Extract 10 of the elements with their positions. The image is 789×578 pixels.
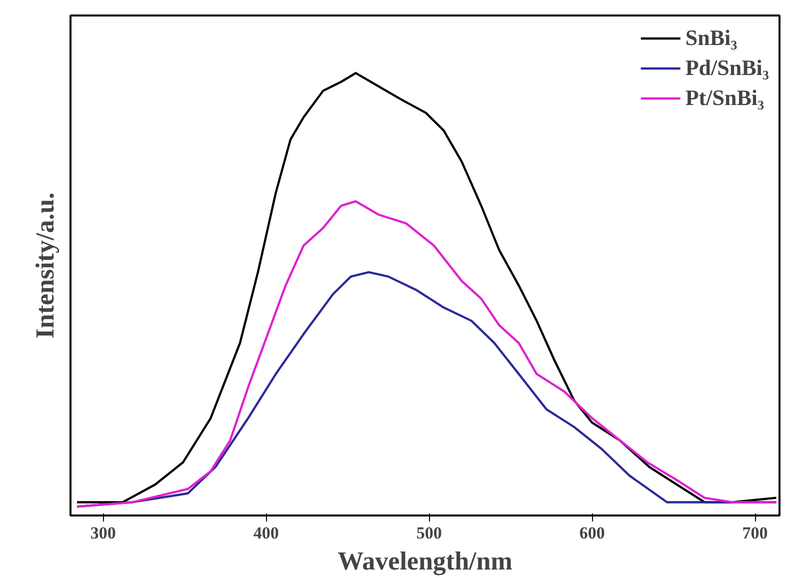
x-tick-label: 500 xyxy=(416,524,442,542)
legend-label: SnBi₃ xyxy=(685,25,738,51)
y-axis-title: Intensity/a.u. xyxy=(30,192,60,338)
x-tick-label: 300 xyxy=(90,524,116,542)
legend-label: Pd/SnBi₃ xyxy=(685,55,769,81)
x-tick-label: 600 xyxy=(579,524,605,542)
x-axis-title: Wavelength/nm xyxy=(338,546,513,576)
x-tick-label: 400 xyxy=(253,524,279,542)
legend-label: Pt/SnBi₃ xyxy=(685,85,764,111)
x-tick-label: 700 xyxy=(742,524,768,542)
